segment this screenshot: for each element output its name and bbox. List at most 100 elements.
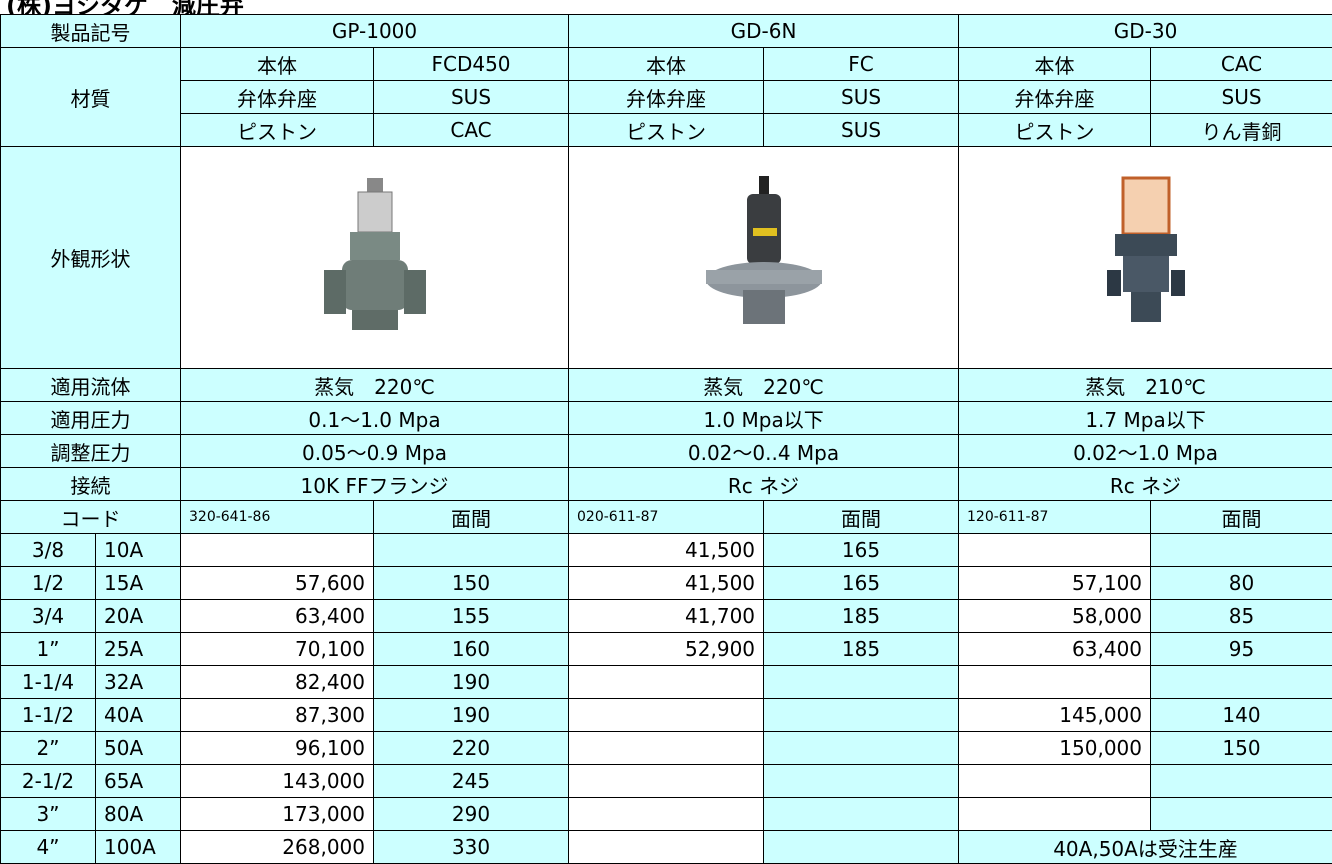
face-length: 155 [374, 600, 569, 633]
spec-value: Rc ネジ [569, 468, 959, 501]
face-length: 150 [1151, 732, 1332, 765]
price: 82,400 [181, 666, 374, 699]
table-row: 外観形状 [1, 147, 1332, 369]
price: 63,400 [181, 600, 374, 633]
size-inch: 3/4 [1, 600, 96, 633]
product-model: GD-30 [959, 15, 1332, 48]
material-value: SUS [374, 81, 569, 114]
face-length: 80 [1151, 567, 1332, 600]
price [181, 534, 374, 567]
material-value: SUS [764, 81, 959, 114]
spec-value: 蒸気 220℃ [181, 369, 569, 402]
face-length: 165 [764, 567, 959, 600]
face-length: 245 [374, 765, 569, 798]
material-value: SUS [1151, 81, 1332, 114]
size-inch: 1-1/2 [1, 699, 96, 732]
spec-value: 0.05～0.9 Mpa [181, 435, 569, 468]
size-inch: 2-1/2 [1, 765, 96, 798]
face-length: 150 [374, 567, 569, 600]
spec-value: 10K FFフランジ [181, 468, 569, 501]
price: 87,300 [181, 699, 374, 732]
spec-value: Rc ネジ [959, 468, 1332, 501]
face-length [764, 798, 959, 831]
face-length [764, 765, 959, 798]
face-length: 330 [374, 831, 569, 864]
spec-value: 0.02～1.0 Mpa [959, 435, 1332, 468]
spec-value: 0.02～0..4 Mpa [569, 435, 959, 468]
face-length: 140 [1151, 699, 1332, 732]
price: 52,900 [569, 633, 764, 666]
size-nominal: 40A [96, 699, 181, 732]
face-length [374, 534, 569, 567]
size-nominal: 50A [96, 732, 181, 765]
price [569, 666, 764, 699]
price [569, 732, 764, 765]
face-label: 面間 [764, 501, 959, 534]
spec-value: 1.0 Mpa以下 [569, 402, 959, 435]
price [959, 765, 1151, 798]
price: 70,100 [181, 633, 374, 666]
row-label: コード [1, 501, 181, 534]
size-nominal: 20A [96, 600, 181, 633]
size-nominal: 80A [96, 798, 181, 831]
material-part: 本体 [569, 48, 764, 81]
size-nominal: 100A [96, 831, 181, 864]
face-length: 190 [374, 699, 569, 732]
product-code: 020-611-87 [569, 501, 764, 534]
material-part: 本体 [959, 48, 1151, 81]
size-inch: 1/2 [1, 567, 96, 600]
material-part: 弁体弁座 [569, 81, 764, 114]
price [959, 534, 1151, 567]
face-length: 190 [374, 666, 569, 699]
product-model: GD-6N [569, 15, 959, 48]
price: 41,500 [569, 534, 764, 567]
material-value: りん青銅 [1151, 114, 1332, 147]
row-label: 調整圧力 [1, 435, 181, 468]
row-label: 製品記号 [1, 15, 181, 48]
price: 145,000 [959, 699, 1151, 732]
spec-value: 蒸気 210℃ [959, 369, 1332, 402]
price: 63,400 [959, 633, 1151, 666]
price [569, 798, 764, 831]
material-value: FC [764, 48, 959, 81]
product-image [959, 147, 1332, 369]
face-length [1151, 534, 1332, 567]
material-part: 弁体弁座 [959, 81, 1151, 114]
price: 150,000 [959, 732, 1151, 765]
material-value: FCD450 [374, 48, 569, 81]
spec-value: 0.1～1.0 Mpa [181, 402, 569, 435]
row-label: 適用圧力 [1, 402, 181, 435]
face-length [1151, 765, 1332, 798]
price [569, 699, 764, 732]
size-nominal: 32A [96, 666, 181, 699]
material-part: 弁体弁座 [181, 81, 374, 114]
row-label: 材質 [1, 48, 181, 147]
size-nominal: 25A [96, 633, 181, 666]
price [959, 798, 1151, 831]
face-length [1151, 666, 1332, 699]
price [569, 831, 764, 864]
face-length: 185 [764, 633, 959, 666]
price: 57,100 [959, 567, 1151, 600]
price: 96,100 [181, 732, 374, 765]
price [569, 765, 764, 798]
face-label: 面間 [374, 501, 569, 534]
face-length [1151, 798, 1332, 831]
note: 40A,50Aは受注生産 [959, 831, 1332, 864]
face-length: 185 [764, 600, 959, 633]
face-length [764, 732, 959, 765]
price: 58,000 [959, 600, 1151, 633]
row-label: 適用流体 [1, 369, 181, 402]
product-code: 320-641-86 [181, 501, 374, 534]
